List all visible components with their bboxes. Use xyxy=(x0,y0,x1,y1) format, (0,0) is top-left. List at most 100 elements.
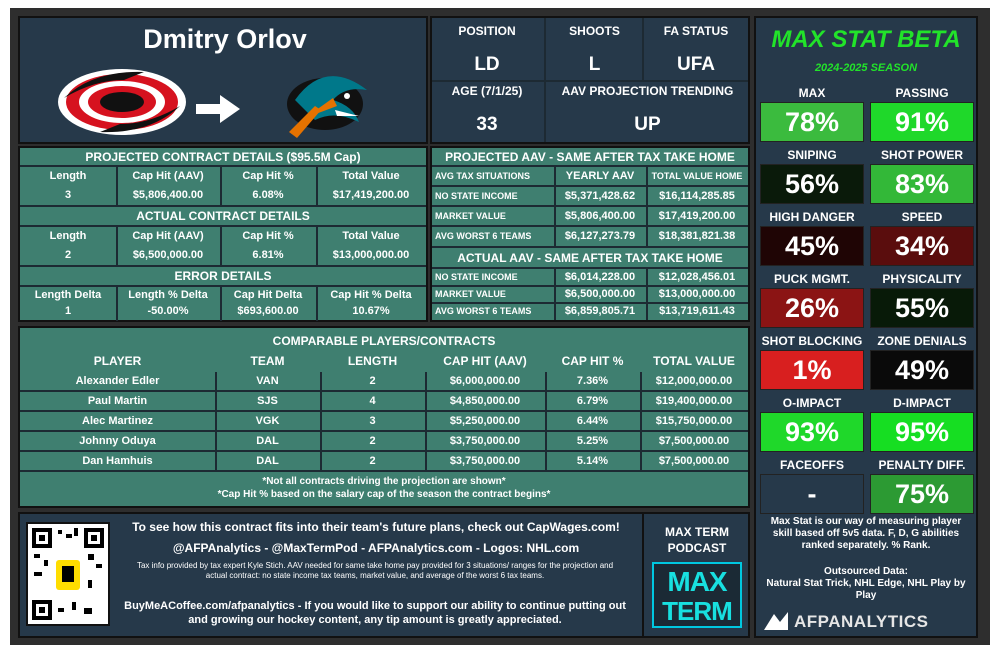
comp-row4-caphit: $3,750,000.00 xyxy=(449,435,521,447)
stat-value-shot-power: 83% xyxy=(870,164,974,204)
stat-value-shot-blocking: 1% xyxy=(760,350,864,390)
podcast-label: MAX TERM PODCAST xyxy=(665,525,729,555)
comp-row3-caphit: $5,250,000.00 xyxy=(449,415,521,427)
sharks-logo-icon xyxy=(287,76,367,138)
stat-label-shot-blocking: SHOT BLOCKING xyxy=(761,334,863,348)
stat-label-puck-mgmt: PUCK MGMT. xyxy=(774,272,850,286)
error-header-caphit-pct: Cap Hit % Delta xyxy=(330,289,412,301)
stat-label-shot-power: SHOT POWER xyxy=(880,148,963,162)
error-header-length-pct: Length % Delta xyxy=(128,289,208,301)
table-row: Johnny Oduya xyxy=(79,435,156,447)
comp-header-total: TOTAL VALUE xyxy=(653,354,735,368)
comp-row2-total: $19,400,000.00 xyxy=(655,395,733,407)
tax-header-total: TOTAL VALUE HOME xyxy=(651,171,743,181)
contract-details-panel: PROJECTED CONTRACT DETAILS ($95.5M Cap) … xyxy=(18,146,428,322)
projected-pct: 6.08% xyxy=(252,189,284,201)
stat-label-penalty-diff: PENALTY DIFF. xyxy=(878,458,966,472)
fa-status-value: UFA xyxy=(677,54,715,75)
tax-projected-title: PROJECTED AAV - SAME AFTER TAX TAKE HOME xyxy=(445,150,735,164)
shoots-value: L xyxy=(588,54,601,75)
comp-row1-team: VAN xyxy=(256,375,279,387)
error-length: 1 xyxy=(64,305,72,317)
tax-actual-title: ACTUAL AAV - SAME AFTER TAX TAKE HOME xyxy=(457,251,723,265)
projected-total: $17,419,200.00 xyxy=(332,189,410,201)
comp-row1-total: $12,000,000.00 xyxy=(655,375,733,387)
tax-proj-row1-yearly: $5,371,428.62 xyxy=(564,190,636,202)
tax-proj-row2-yearly: $5,806,400.00 xyxy=(564,210,636,222)
projected-caphit: $5,806,400.00 xyxy=(132,189,204,201)
table-row: Dan Hamhuis xyxy=(82,455,153,467)
stat-value-faceoffs: - xyxy=(760,474,864,514)
tax-proj-row2-total: $17,419,200.00 xyxy=(658,210,736,222)
stat-label-d-impact: D-IMPACT xyxy=(893,396,951,410)
comparables-panel: COMPARABLE PLAYERS/CONTRACTS PLAYER TEAM… xyxy=(18,326,750,508)
comparables-note-2: *Cap Hit % based on the salary cap of th… xyxy=(217,489,551,500)
tax-act-row1-yearly: $6,014,228.00 xyxy=(564,271,636,283)
comp-row3-pct: 6.44% xyxy=(576,415,609,427)
fa-status-label: FA STATUS xyxy=(663,24,729,38)
table-row: Paul Martin xyxy=(87,395,148,407)
shoots-label: SHOOTS xyxy=(569,24,620,38)
actual-total: $13,000,000.00 xyxy=(332,249,410,261)
max-term-logo: MAX TERM xyxy=(652,562,742,628)
tax-panel: PROJECTED AAV - SAME AFTER TAX TAKE HOME… xyxy=(430,146,750,322)
stat-value-penalty-diff: 75% xyxy=(870,474,974,514)
tax-act-row1-label: NO STATE INCOME xyxy=(435,272,518,282)
comparables-title: COMPARABLE PLAYERS/CONTRACTS xyxy=(272,334,496,348)
stat-value-high-danger: 45% xyxy=(760,226,864,266)
stat-label-max: MAX xyxy=(798,86,826,100)
stat-label-zone-denials: ZONE DENIALS xyxy=(877,334,967,348)
tax-act-row2-label: MARKET VALUE xyxy=(435,289,506,299)
tax-header-situation: AVG TAX SITUATIONS xyxy=(435,171,531,181)
comp-header-length: LENGTH xyxy=(347,354,398,368)
actual-header-caphit: Cap Hit (AAV) xyxy=(132,230,204,242)
projected-header-length: Length xyxy=(49,170,87,182)
comp-row4-team: DAL xyxy=(256,435,279,447)
footer-line-2: @AFPAnalytics - @MaxTermPod - AFPAnalyti… xyxy=(172,541,580,555)
qr-code-icon xyxy=(26,522,110,626)
afp-brand-text: AFPANALYTICS xyxy=(794,612,929,631)
stat-value-speed: 34% xyxy=(870,226,974,266)
stat-value-max: 78% xyxy=(760,102,864,142)
comp-header-team: TEAM xyxy=(250,354,285,368)
comp-header-pct: CAP HIT % xyxy=(561,354,624,368)
footer-line-1: To see how this contract fits into their… xyxy=(132,520,620,534)
comp-row5-team: DAL xyxy=(256,455,279,467)
comp-row4-total: $7,500,000.00 xyxy=(658,435,730,447)
afp-chart-icon xyxy=(764,612,788,630)
table-row: Alexander Edler xyxy=(75,375,160,387)
tax-act-row1-total: $12,028,456.01 xyxy=(658,271,736,283)
comp-header-player: PLAYER xyxy=(93,354,142,368)
actual-length: 2 xyxy=(64,249,72,261)
comp-row3-total: $15,750,000.00 xyxy=(655,415,733,427)
actual-header-total: Total Value xyxy=(342,230,400,242)
tax-act-row2-yearly: $6,500,000.00 xyxy=(564,288,636,300)
sources-label: Outsourced Data: xyxy=(824,566,908,577)
stat-value-d-impact: 95% xyxy=(870,412,974,452)
comp-row5-total: $7,500,000.00 xyxy=(658,455,730,467)
contract-card: Dmitry Orlov POSITION SHOOTS FA STATUS xyxy=(10,8,990,645)
comp-row4-pct: 5.25% xyxy=(576,435,609,447)
actual-title: ACTUAL CONTRACT DETAILS xyxy=(136,209,310,223)
stat-value-passing: 91% xyxy=(870,102,974,142)
table-row: Alec Martinez xyxy=(82,415,153,427)
stat-label-faceoffs: FACEOFFS xyxy=(779,458,844,472)
stat-label-o-impact: O-IMPACT xyxy=(782,396,842,410)
error-title: ERROR DETAILS xyxy=(174,269,272,283)
player-name: Dmitry Orlov xyxy=(143,24,307,54)
trend-value: UP xyxy=(634,114,661,135)
tax-act-row2-total: $13,000,000.00 xyxy=(658,288,736,300)
stat-label-sniping: SNIPING xyxy=(787,148,837,162)
comp-row5-length: 2 xyxy=(369,455,376,467)
comp-row1-length: 2 xyxy=(369,375,376,387)
position-value: LD xyxy=(474,54,500,75)
footer-panel: To see how this contract fits into their… xyxy=(18,512,750,638)
projected-header-pct: Cap Hit % xyxy=(242,170,294,182)
trend-label: AAV PROJECTION TRENDING xyxy=(561,84,734,98)
projected-length: 3 xyxy=(64,189,72,201)
afp-logo: AFPANALYTICS xyxy=(760,610,972,634)
max-term-logo-top: MAX xyxy=(667,566,727,597)
comp-row1-pct: 7.36% xyxy=(576,375,609,387)
actual-header-pct: Cap Hit % xyxy=(242,230,294,242)
stat-value-sniping: 56% xyxy=(760,164,864,204)
